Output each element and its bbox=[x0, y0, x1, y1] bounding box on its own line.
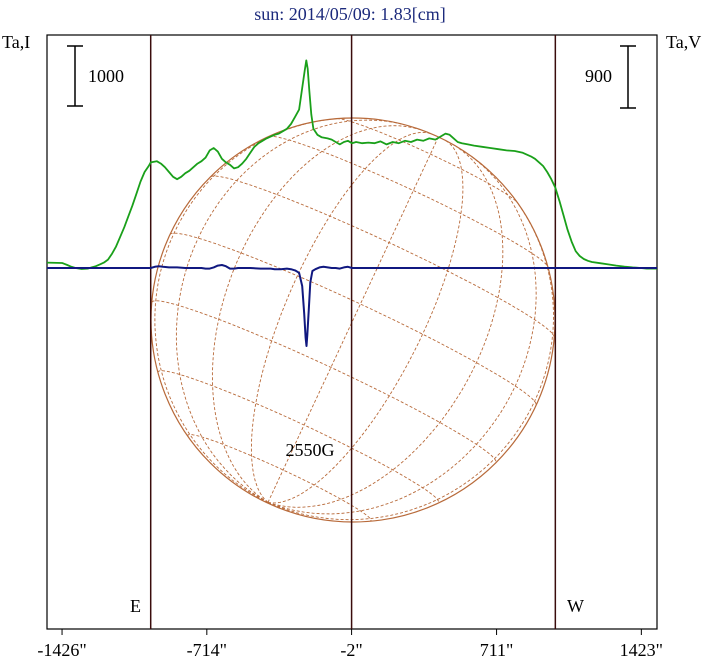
limb-marker-west: W bbox=[567, 596, 584, 616]
left-scale-bar-label: 1000 bbox=[88, 66, 124, 86]
chart-title: sun: 2014/05/09: 1.83[cm] bbox=[254, 4, 446, 24]
latitude-line-5 bbox=[268, 135, 549, 267]
x-axis-ticks: -1426" -714" -2" 711" 1423" bbox=[37, 629, 663, 660]
series-stokes-v-line bbox=[47, 264, 657, 347]
longitude-line-1 bbox=[175, 119, 405, 503]
x-tick-label-1: -714" bbox=[187, 640, 227, 660]
x-tick-label-2: -2" bbox=[340, 640, 362, 660]
x-tick-label-3: 711" bbox=[480, 640, 514, 660]
series-intensity-line bbox=[46, 59, 657, 270]
latitude-line-0 bbox=[187, 434, 372, 522]
longitude-line-5 bbox=[267, 139, 464, 504]
right-axis-label: Ta,V bbox=[666, 32, 701, 52]
left-scale-bar bbox=[67, 45, 83, 107]
x-tick-label-0: -1426" bbox=[37, 640, 86, 660]
right-scale-bar-label: 900 bbox=[585, 66, 612, 86]
longitude-line-3 bbox=[250, 131, 432, 503]
left-axis-label: Ta,I bbox=[2, 32, 30, 52]
longitude-line-6 bbox=[267, 146, 504, 508]
x-tick-label-4: 1423" bbox=[620, 640, 663, 660]
right-scale-bar bbox=[620, 45, 636, 109]
latitude-line-6 bbox=[336, 118, 518, 204]
solar-disk-grid bbox=[150, 117, 556, 523]
latitude-line-2 bbox=[151, 300, 497, 463]
limb-marker-east: E bbox=[130, 596, 141, 616]
longitude-line-7 bbox=[267, 154, 537, 515]
marker-lines bbox=[149, 35, 557, 629]
longitude-line-8 bbox=[267, 194, 554, 521]
field-strength-annotation: 2550G bbox=[286, 440, 335, 460]
longitude-line-4 bbox=[267, 136, 439, 503]
